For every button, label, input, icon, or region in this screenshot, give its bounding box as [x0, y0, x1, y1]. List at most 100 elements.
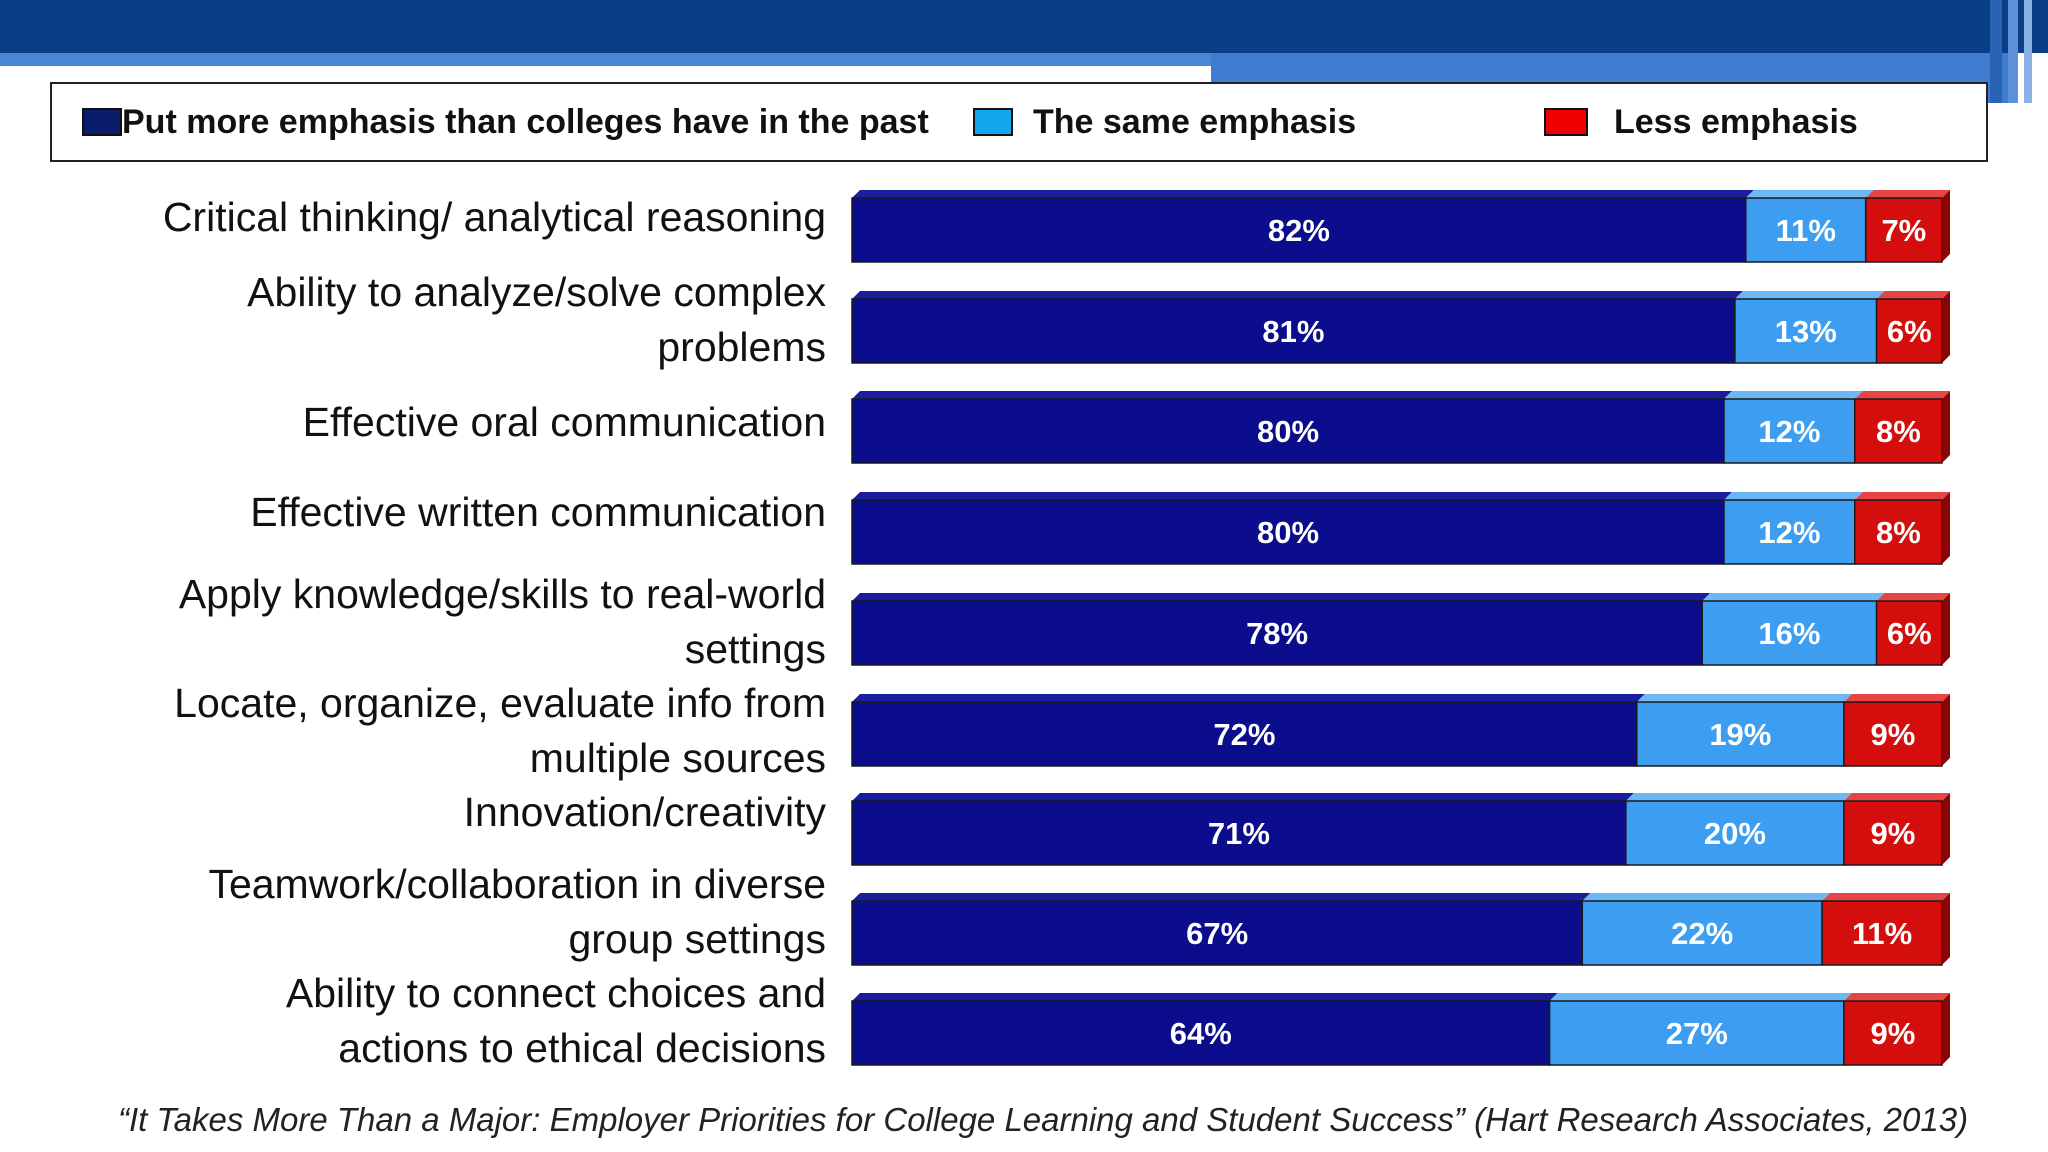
bar-segment-top	[1549, 993, 1852, 1001]
bar-value-label: 78%	[1246, 616, 1308, 651]
bar-segment	[851, 900, 1584, 966]
legend-swatch-less	[1544, 108, 1588, 136]
bar-segment-top	[1702, 593, 1885, 601]
row-label: Ability to analyze/solve complex problem…	[247, 269, 826, 370]
legend-label-more: Put more emphasis than colleges have in …	[122, 102, 929, 141]
bar-segment	[851, 197, 1747, 263]
bar-value-label: 7%	[1881, 213, 1926, 248]
bar-segment-top	[1724, 492, 1863, 500]
bar-value-label: 9%	[1871, 816, 1916, 851]
bar-segment-top	[1876, 593, 1950, 601]
bar-segment	[1864, 197, 1943, 263]
bar-value-label: 6%	[1887, 314, 1932, 349]
bar-segment	[1843, 701, 1943, 767]
bar-segment-top	[1745, 190, 1874, 198]
bar-value-label: 12%	[1758, 414, 1820, 449]
bar-segment-top	[1636, 694, 1852, 702]
bar-segment-top	[852, 793, 1634, 801]
bar-segment-side	[1942, 993, 1950, 1065]
bar-segment-top	[1876, 291, 1950, 299]
bar-segment	[1581, 900, 1823, 966]
bar-value-label: 11%	[1852, 916, 1912, 951]
bar-segment	[851, 499, 1725, 565]
bar-segment-top	[1582, 893, 1831, 901]
bar-segment	[1854, 499, 1943, 565]
bar-segment-side	[1942, 793, 1950, 865]
bar-segment-top	[1854, 391, 1950, 399]
bar-segment	[1745, 197, 1867, 263]
bar-segment	[851, 398, 1725, 464]
bar-segment	[1548, 1000, 1845, 1066]
bar-segment-top	[852, 694, 1645, 702]
bar-value-label: 19%	[1709, 717, 1771, 752]
bar-segment	[1701, 600, 1878, 666]
bar-value-label: 8%	[1876, 414, 1921, 449]
legend-label-less: Less emphasis	[1614, 102, 1858, 141]
bar-segment	[1843, 1000, 1943, 1066]
bar-segment-top	[1843, 993, 1950, 1001]
legend-label-same: The same emphasis	[1033, 102, 1357, 141]
bar-value-label: 81%	[1262, 314, 1324, 349]
bar-segment-side	[1942, 492, 1950, 564]
bar-value-label: 13%	[1775, 314, 1837, 349]
row-label: Ability to connect choices and actions t…	[285, 970, 826, 1071]
bar-segment-side	[1942, 893, 1950, 965]
row-label: Effective oral communication	[302, 399, 826, 445]
bar-value-label: 9%	[1871, 717, 1916, 752]
bar-value-label: 72%	[1213, 717, 1275, 752]
legend-swatch-more	[82, 108, 122, 136]
bar-value-label: 82%	[1268, 213, 1330, 248]
bar-segment-top	[852, 291, 1743, 299]
bar-segment-top	[852, 391, 1732, 399]
bar-segment-side	[1942, 291, 1950, 363]
bar-segment-side	[1942, 694, 1950, 766]
bar-value-label: 27%	[1666, 1016, 1728, 1051]
bar-value-label: 22%	[1671, 916, 1733, 951]
bar-value-label: 11%	[1776, 213, 1836, 248]
bar-segment	[851, 1000, 1551, 1066]
legend-swatch-same	[973, 108, 1013, 136]
header-band	[0, 0, 2048, 53]
chart-legend: Put more emphasis than colleges have in …	[50, 82, 1988, 162]
bar-segment-top	[1854, 492, 1950, 500]
row-label: Apply knowledge/skills to real-world set…	[178, 571, 826, 672]
bar-segment-top	[1843, 793, 1950, 801]
bar-segment	[851, 800, 1627, 866]
bar-value-label: 16%	[1758, 616, 1820, 651]
header-accent-stripe	[0, 53, 1211, 66]
bar-segment	[1636, 701, 1845, 767]
source-citation: “It Takes More Than a Major: Employer Pr…	[118, 1101, 1969, 1138]
bar-value-label: 6%	[1887, 616, 1932, 651]
bar-value-label: 9%	[1871, 1016, 1916, 1051]
bar-segment	[1854, 398, 1943, 464]
bar-segment	[851, 298, 1736, 364]
bar-segment	[1875, 298, 1943, 364]
row-label: Teamwork/collaboration in diverse group …	[208, 861, 826, 962]
bar-segment-side	[1942, 593, 1950, 665]
bar-value-label: 80%	[1257, 414, 1319, 449]
bar-segment-top	[1734, 291, 1885, 299]
bar-segment	[1723, 398, 1856, 464]
legend-item-more: Put more emphasis than colleges have in …	[82, 84, 929, 160]
bar-segment-side	[1942, 391, 1950, 463]
bar-value-label: 67%	[1186, 916, 1248, 951]
bar-segment-top	[1865, 190, 1950, 198]
row-label: Innovation/creativity	[463, 789, 826, 835]
header-edge-stripe	[1990, 0, 2002, 103]
legend-item-same: The same emphasis	[973, 84, 1356, 160]
bar-value-label: 20%	[1704, 816, 1766, 851]
bar-segment-side	[1942, 190, 1950, 262]
bar-segment-top	[1625, 793, 1852, 801]
bar-value-label: 64%	[1170, 1016, 1232, 1051]
bar-segment-top	[852, 993, 1558, 1001]
bar-segment-top	[852, 893, 1591, 901]
bar-segment	[1875, 600, 1943, 666]
bar-segment	[1843, 800, 1943, 866]
bar-segment-top	[1822, 893, 1950, 901]
bar-segment-top	[852, 190, 1754, 198]
header-edge-stripe	[2024, 0, 2032, 103]
bar-value-label: 12%	[1758, 515, 1820, 550]
bar-segment-top	[1724, 391, 1863, 399]
bar-value-label: 8%	[1876, 515, 1921, 550]
